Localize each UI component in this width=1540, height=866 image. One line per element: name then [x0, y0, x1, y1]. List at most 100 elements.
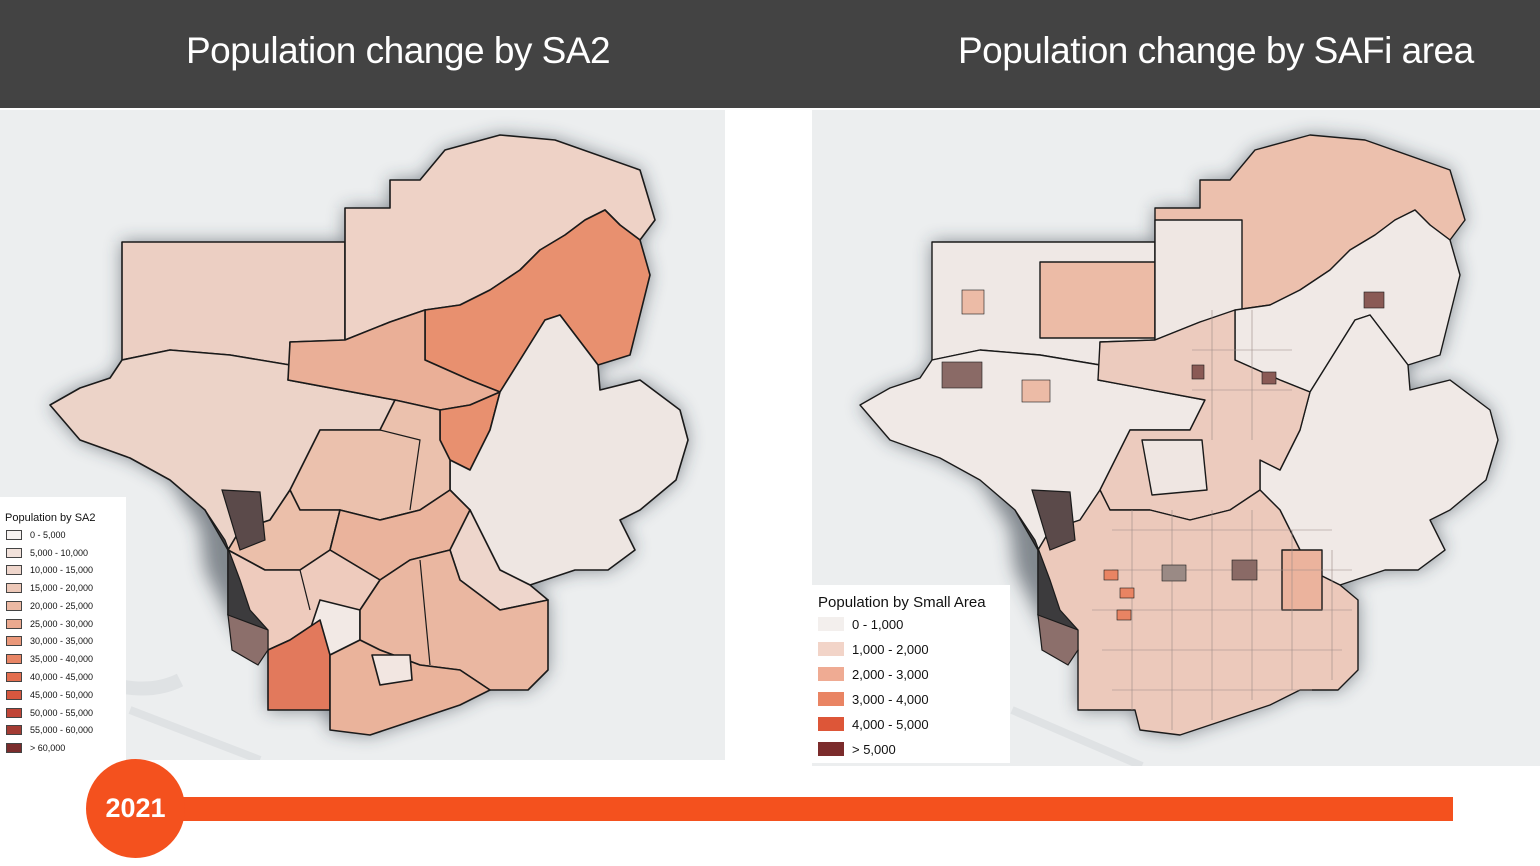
small-area-port[interactable] [1031, 489, 1076, 551]
sa2-legend-item: 20,000 - 25,000 [6, 600, 93, 612]
legend-swatch [818, 667, 844, 681]
sa2-legend-item: 5,000 - 10,000 [6, 547, 88, 559]
sa2-map-canvas [0, 134, 689, 760]
legend-label: 50,000 - 55,000 [30, 707, 94, 718]
safi-map[interactable] [812, 110, 1540, 766]
small-area-cell-dark[interactable] [941, 361, 983, 389]
safi-legend-item: 2,000 - 3,000 [818, 666, 929, 682]
small-area-grid [1131, 510, 1333, 730]
left-map-title: Population change by SA2 [186, 30, 611, 71]
timeline-bar[interactable] [88, 797, 1453, 821]
legend-label: 2,000 - 3,000 [852, 666, 929, 682]
legend-swatch [818, 617, 844, 631]
small-area-central-pale[interactable] [1141, 439, 1208, 496]
sa2-legend-item: 30,000 - 35,000 [6, 635, 93, 647]
sa2-legend: Population by SA2 0 - 5,000 5,000 - 10,0… [0, 497, 126, 760]
safi-legend-item: 0 - 1,000 [818, 616, 903, 632]
year-marker[interactable]: 2021 [86, 759, 185, 858]
sa2-legend-item: 40,000 - 45,000 [6, 671, 93, 683]
small-area-southeast[interactable] [1281, 549, 1323, 611]
basemap-road [128, 706, 262, 760]
small-area-cell[interactable] [1021, 379, 1051, 403]
sa2-area-south-coast[interactable] [329, 639, 491, 736]
sa2-area-central-north[interactable] [287, 309, 501, 411]
legend-swatch [6, 654, 22, 664]
sa2-legend-item: 55,000 - 60,000 [6, 724, 93, 736]
small-area-cell-orange[interactable] [1116, 609, 1132, 621]
legend-swatch [6, 742, 22, 753]
legend-swatch [6, 547, 22, 558]
small-area-cell-dark[interactable] [1363, 291, 1385, 309]
small-area-cell[interactable] [961, 289, 985, 315]
sa2-legend-item: 45,000 - 50,000 [6, 689, 93, 701]
year-label: 2021 [105, 793, 166, 823]
sa2-area-harbour[interactable] [227, 614, 269, 666]
legend-label: 15,000 - 20,000 [30, 583, 94, 593]
legend-label: 45,000 - 50,000 [30, 689, 94, 700]
safi-legend: Population by Small Area 0 - 1,000 1,000… [810, 585, 1010, 763]
legend-label: > 5,000 [852, 741, 896, 757]
sa2-legend-title: Population by SA2 [5, 512, 96, 524]
legend-label: 3,000 - 4,000 [852, 691, 929, 707]
legend-swatch [6, 565, 22, 575]
legend-label: 5,000 - 10,000 [30, 547, 89, 558]
sa2-legend-item: 25,000 - 30,000 [6, 618, 93, 630]
safi-legend-item: 1,000 - 2,000 [818, 641, 929, 657]
sa2-boundary [299, 569, 311, 611]
legend-label: 40,000 - 45,000 [30, 672, 94, 682]
small-area-south[interactable] [1037, 489, 1359, 736]
legend-swatch [818, 642, 844, 656]
legend-swatch [6, 636, 22, 646]
small-area-cell-dark[interactable] [1231, 559, 1258, 581]
small-area-cell-dark[interactable] [1191, 364, 1205, 380]
small-area-grid [1192, 310, 1292, 440]
header-bar: Population change by SA2 Population chan… [0, 0, 1540, 108]
legend-label: > 60,000 [30, 742, 66, 753]
safi-legend-title: Population by Small Area [818, 594, 986, 611]
safi-map-canvas [859, 134, 1499, 766]
safi-legend-item: 4,000 - 5,000 [818, 716, 929, 732]
sa2-legend-item: 50,000 - 55,000 [6, 707, 93, 719]
legend-swatch [6, 618, 22, 629]
legend-swatch [818, 742, 844, 756]
legend-label: 1,000 - 2,000 [852, 641, 929, 657]
sa2-boundary [419, 559, 431, 666]
legend-label: 35,000 - 40,000 [30, 654, 94, 664]
small-area-northwest-block[interactable] [1039, 261, 1156, 339]
sa2-boundary [379, 429, 421, 511]
small-area-cell-dark[interactable] [1261, 371, 1277, 385]
legend-label: 30,000 - 35,000 [30, 636, 94, 646]
legend-swatch [6, 707, 22, 718]
sa2-legend-item: 0 - 5,000 [6, 529, 66, 541]
legend-label: 25,000 - 30,000 [30, 618, 94, 629]
legend-swatch [818, 717, 844, 731]
small-area-cell-orange[interactable] [1119, 587, 1135, 599]
legend-swatch [6, 672, 22, 682]
legend-label: 0 - 1,000 [852, 616, 904, 632]
legend-label: 55,000 - 60,000 [30, 725, 94, 735]
legend-label: 4,000 - 5,000 [852, 716, 929, 732]
sa2-area-port[interactable] [221, 489, 266, 551]
sa2-map[interactable] [0, 110, 725, 760]
legend-swatch [6, 689, 22, 700]
legend-swatch [6, 600, 22, 611]
legend-swatch [6, 583, 22, 593]
sa2-area-south-pale-2[interactable] [371, 654, 413, 686]
legend-swatch [818, 692, 844, 706]
small-area-harbour[interactable] [1037, 614, 1079, 666]
legend-label: 10,000 - 15,000 [30, 565, 94, 575]
legend-label: 0 - 5,000 [30, 530, 66, 540]
sa2-legend-item: 10,000 - 15,000 [6, 564, 93, 576]
basemap-road [1010, 706, 1144, 766]
legend-label: 20,000 - 25,000 [30, 600, 94, 611]
legend-swatch [6, 725, 22, 735]
safi-legend-item: 3,000 - 4,000 [818, 691, 929, 707]
legend-swatch [6, 530, 22, 540]
small-area-cell-dark[interactable] [1161, 564, 1187, 582]
sa2-legend-item: 15,000 - 20,000 [6, 582, 93, 594]
right-map-title: Population change by SAFi area [958, 30, 1474, 71]
safi-legend-item: > 5,000 [818, 741, 896, 757]
sa2-legend-item: 35,000 - 40,000 [6, 653, 93, 665]
sa2-legend-item: > 60,000 [6, 742, 65, 754]
small-area-cell-orange[interactable] [1103, 569, 1119, 581]
